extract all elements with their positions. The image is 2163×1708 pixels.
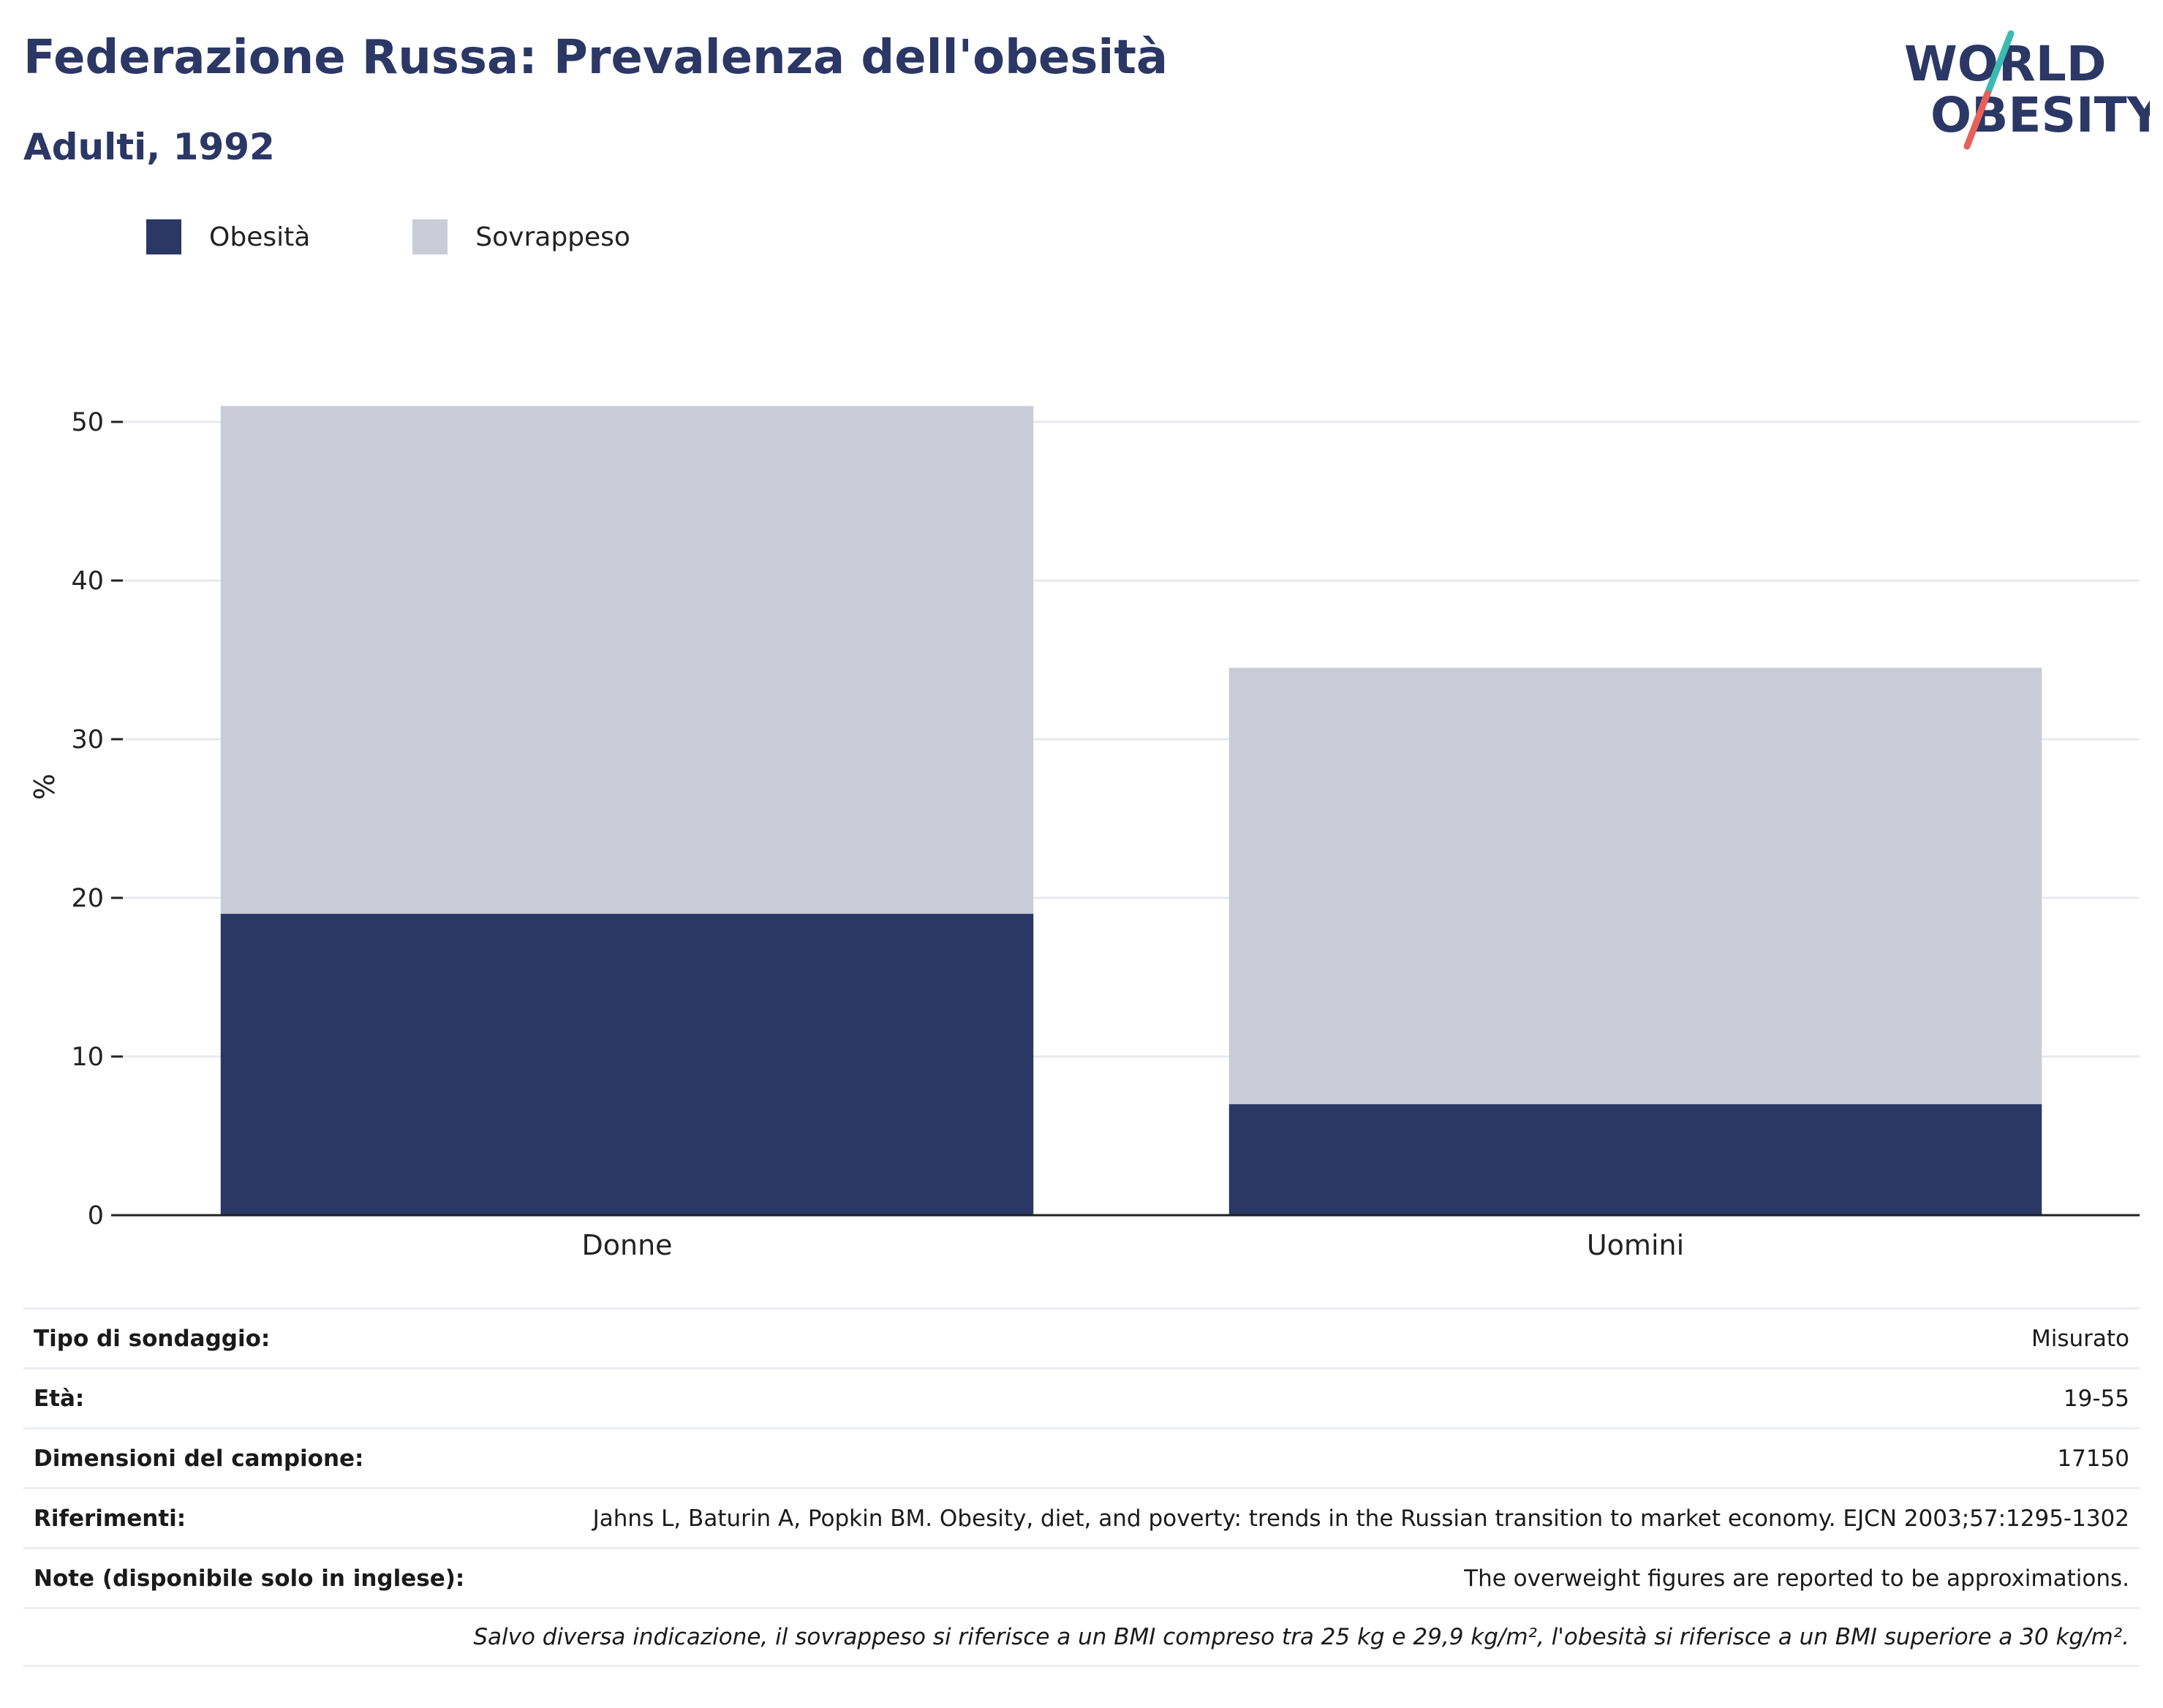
survey-info-table: Tipo di sondaggio: Misurato Età: 19-55 D… [23,1307,2140,1667]
info-value-age: 19-55 [2063,1385,2129,1412]
info-value-notes: The overweight figures are reported to b… [1464,1565,2129,1592]
chart-subtitle: Adulti, 1992 [23,126,275,168]
y-tick-label-20: 20 [71,884,104,913]
bar-obesity-donne [220,913,1034,1215]
bar-overweight-uomini [1228,668,2042,1105]
x-tick-label-uomini: Uomini [1587,1229,1684,1261]
bmi-definition-footnote: Salvo diversa indicazione, il sovrappeso… [473,1624,2129,1650]
info-value-sample-size: 17150 [2057,1445,2129,1472]
y-tick-label-10: 10 [71,1043,104,1072]
legend-item-overweight[interactable]: Sovrappeso [412,219,630,254]
y-tick-label-30: 30 [71,725,104,755]
info-key-notes: Note (disponibile solo in inglese): [34,1565,465,1592]
info-key-sample-size: Dimensioni del campione: [34,1445,364,1472]
legend-swatch-overweight [412,219,448,254]
info-value-survey-type: Misurato [2031,1325,2129,1352]
bar-overweight-donne [220,406,1034,914]
info-key-survey-type: Tipo di sondaggio: [34,1325,271,1352]
info-key-age: Età: [34,1385,85,1412]
y-tick-label-50: 50 [71,408,104,437]
legend-swatch-obesity [146,219,181,254]
logo-word-obesity: OBESITY [1930,87,2150,143]
info-key-references: Riferimenti: [34,1505,186,1532]
chart-legend: Obesità Sovrappeso [146,218,733,256]
info-row-references: Riferimenti: Jahns L, Baturin A, Popkin … [23,1487,2140,1547]
info-row-sample-size: Dimensioni del campione: 17150 [23,1427,2140,1487]
info-row-survey-type: Tipo di sondaggio: Misurato [23,1307,2140,1367]
info-row-age: Età: 19-55 [23,1367,2140,1427]
legend-label-overweight: Sovrappeso [475,222,630,252]
info-value-references: Jahns L, Baturin A, Popkin BM. Obesity, … [592,1505,2129,1532]
legend-item-obesity[interactable]: Obesità [146,219,310,254]
logo-slash-red [1963,90,1991,150]
logo-slash-teal [1984,30,2015,97]
bar-chart: 0 10 20 30 40 50% Donne Uomini [29,406,2140,1261]
chart-title: Federazione Russa: Prevalenza dell'obesi… [23,31,1169,85]
y-tick-label-40: 40 [71,567,104,596]
bar-obesity-uomini [1228,1104,2042,1215]
info-row-footnote: Salvo diversa indicazione, il sovrappeso… [23,1607,2140,1667]
info-row-notes: Note (disponibile solo in inglese): The … [23,1547,2140,1607]
y-tick-label-0: 0 [88,1201,104,1231]
world-obesity-logo: WORLD OBESITY [1904,30,2150,150]
x-tick-label-donne: Donne [581,1229,672,1261]
legend-label-obesity: Obesità [209,222,311,252]
y-axis-label: % [29,774,61,800]
